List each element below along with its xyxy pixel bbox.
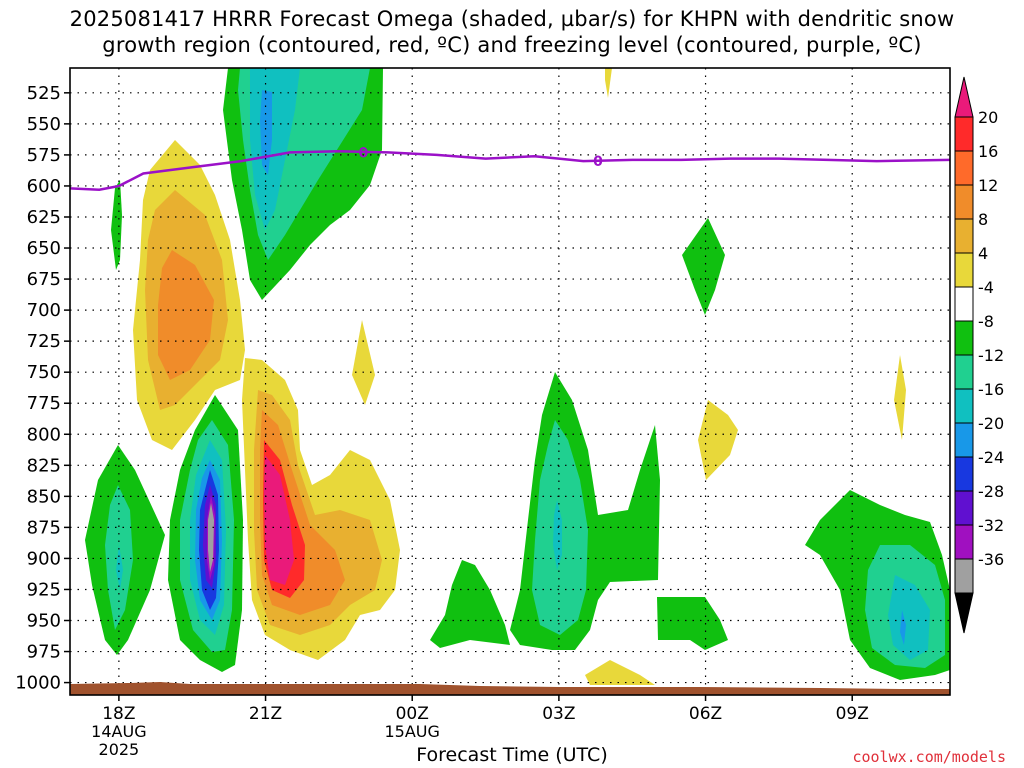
colorbar-label-12: 12 <box>978 176 998 195</box>
chart-title-line-1: 2025081417 HRRR Forecast Omega (shaded, … <box>69 7 955 31</box>
x-axis-title: Forecast Time (UTC) <box>416 744 608 766</box>
y-tick-label-900: 900 <box>27 548 61 569</box>
colorbar-label--20: -20 <box>978 414 1004 433</box>
colorbar-label-4: 4 <box>978 244 988 263</box>
colorbar-segment-2 <box>954 184 974 220</box>
colorbar-label--12: -12 <box>978 346 1004 365</box>
colorbar-label--32: -32 <box>978 516 1004 535</box>
rise-blob-10z <box>894 355 906 440</box>
sink-region-10z-12 <box>888 575 930 660</box>
colorbar-top-arrow <box>954 76 974 118</box>
plot-frame <box>69 67 951 696</box>
colorbar-label-16: 16 <box>978 142 998 161</box>
colorbar-segment-8 <box>954 388 974 424</box>
colorbar-segment-5 <box>954 286 974 322</box>
y-tick-label-650: 650 <box>27 238 61 259</box>
sink-blob-18z-upper <box>111 180 122 270</box>
x-tick-label-21Z: 21Z <box>249 704 282 724</box>
y-tick-label-925: 925 <box>27 579 61 600</box>
y-tick-label-625: 625 <box>27 207 61 228</box>
colorbar-label--28: -28 <box>978 482 1004 501</box>
freezing-level-label-2: 0 <box>593 154 603 170</box>
sink-region-21z-upper-16 <box>260 90 272 175</box>
x-tick-label-09Z: 09Z <box>836 704 869 724</box>
y-tick-label-700: 700 <box>27 300 61 321</box>
y-tick-label-525: 525 <box>27 83 61 104</box>
colorbar-segment-9 <box>954 422 974 458</box>
colorbar-segment-0 <box>954 116 974 152</box>
colorbar-label--4: -4 <box>978 278 994 297</box>
rise-blob-06z <box>698 400 738 480</box>
sink-column-03z <box>510 372 660 650</box>
y-tick-label-800: 800 <box>27 424 61 445</box>
sink-region-10z-16 <box>900 610 906 645</box>
rise-blob-04z-low <box>585 660 655 685</box>
chart-title-line-2: growth region (contoured, red, ºC) and f… <box>102 33 922 57</box>
colorbar-bottom-arrow <box>954 592 974 634</box>
colorbar-segment-7 <box>954 354 974 390</box>
colorbar-legend: 20 16 12 8 4 -4 -8 -12 -16 -20 -24 -28 -32 -36 <box>954 76 1004 634</box>
y-tick-label-575: 575 <box>27 145 61 166</box>
colorbar-segment-13 <box>954 558 974 594</box>
y-tick-label-775: 775 <box>27 393 61 414</box>
sink-region-05z <box>657 597 728 650</box>
terrain-ground <box>70 682 950 695</box>
y-tick-label-950: 950 <box>27 611 61 632</box>
sink-column-03z-12 <box>553 500 562 570</box>
y-tick-label-725: 725 <box>27 331 61 352</box>
x-tick-sublabel-2025: 2025 <box>99 740 140 759</box>
source-credit: coolwx.com/models <box>852 748 1006 766</box>
freezing-level-label-1: 0 <box>358 145 368 161</box>
y-tick-label-875: 875 <box>27 517 61 538</box>
colorbar-label--36: -36 <box>978 550 1004 569</box>
colorbar-segment-10 <box>954 456 974 492</box>
colorbar-segment-6 <box>954 320 974 356</box>
x-tick-label-03Z: 03Z <box>542 704 575 724</box>
freezing-level-line <box>70 149 950 191</box>
sink-region-01z <box>430 560 510 648</box>
colorbar-label--24: -24 <box>978 448 1004 467</box>
colorbar-label--8: -8 <box>978 312 994 331</box>
sink-column-20z-32 <box>208 503 214 572</box>
y-tick-label-550: 550 <box>27 114 61 135</box>
rise-blob-top-04z <box>605 68 612 98</box>
colorbar-label-8: 8 <box>978 210 988 229</box>
colorbar-segment-3 <box>954 218 974 254</box>
colorbar-segment-4 <box>954 252 974 288</box>
y-tick-label-825: 825 <box>27 455 61 476</box>
x-tick-label-18Z: 18Z <box>102 704 135 724</box>
y-tick-label-675: 675 <box>27 269 61 290</box>
x-tick-sublabel-15AUG: 15AUG <box>385 722 440 741</box>
y-tick-label-975: 975 <box>27 642 61 663</box>
y-tick-label-850: 850 <box>27 486 61 507</box>
sink-blob-06z <box>682 218 725 315</box>
rise-column-21z-20 <box>264 455 294 585</box>
colorbar-segment-1 <box>954 150 974 186</box>
y-axis-ticks: 525 550 575 600 625 650 675 700 725 750 775 800 825 8… <box>15 83 70 694</box>
rise-region-19z-upper-12 <box>158 250 214 380</box>
rise-blob-2230z <box>352 320 375 405</box>
colorbar-segment-12 <box>954 524 974 560</box>
x-tick-sublabel-14AUG: 14AUG <box>91 722 146 741</box>
y-tick-label-600: 600 <box>27 176 61 197</box>
chart-title: 2025081417 HRRR Forecast Omega (shaded, … <box>0 6 1024 58</box>
y-tick-label-750: 750 <box>27 362 61 383</box>
sink-region-18z-12 <box>116 545 123 590</box>
colorbar-label-20: 20 <box>978 108 998 127</box>
colorbar-segment-11 <box>954 490 974 526</box>
colorbar-label--16: -16 <box>978 380 1004 399</box>
data-layer <box>85 68 950 685</box>
y-tick-label-1000: 1000 <box>15 673 61 694</box>
x-tick-label-00Z: 00Z <box>396 704 429 724</box>
x-tick-label-06Z: 06Z <box>689 704 722 724</box>
freezing-level-contour: 0 0 <box>70 145 950 191</box>
